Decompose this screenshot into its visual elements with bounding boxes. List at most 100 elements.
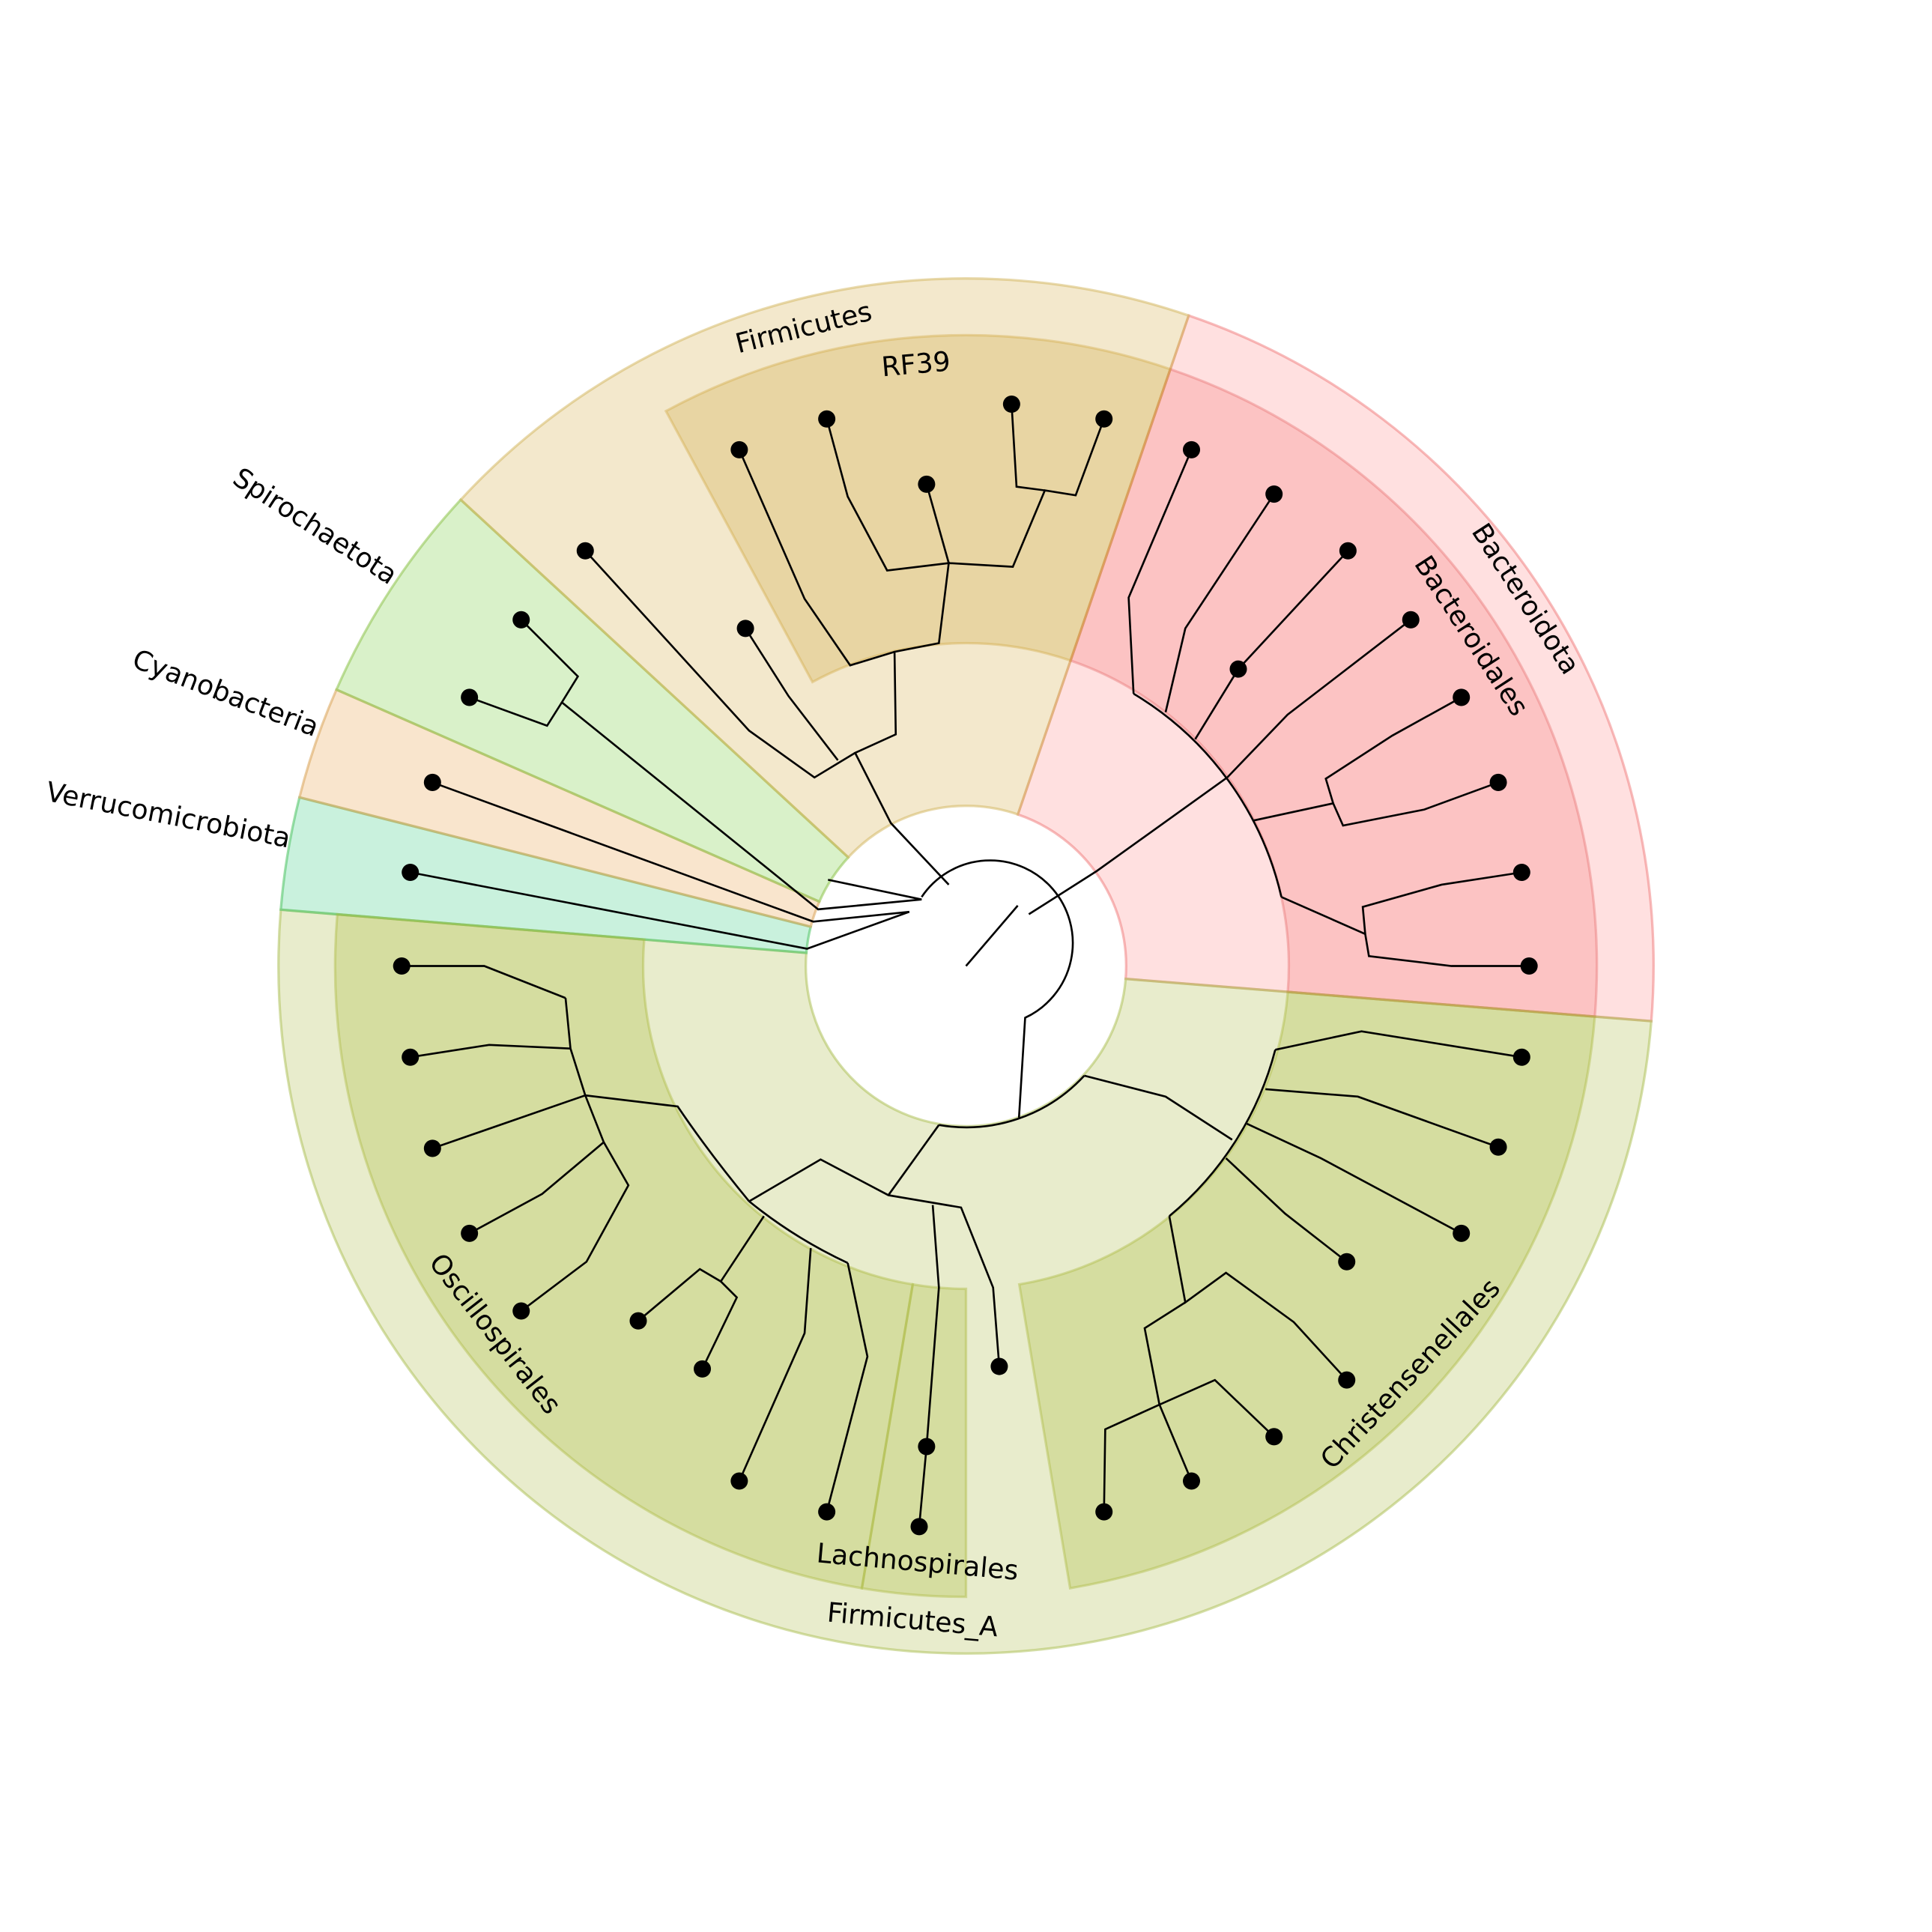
leaf-node — [1402, 611, 1420, 629]
leaf-node — [402, 863, 420, 882]
branch — [431, 781, 909, 923]
leaves — [393, 395, 1538, 1536]
branch — [410, 1044, 571, 1059]
branch — [1275, 1030, 1522, 1059]
branch — [1011, 404, 1045, 491]
leaf-node — [512, 1302, 530, 1320]
branch — [925, 1205, 940, 1447]
leaf-node — [1095, 410, 1113, 428]
leaf-node — [512, 611, 530, 629]
branch — [748, 1158, 1001, 1367]
leaf-node — [1265, 485, 1283, 503]
branch — [887, 1124, 940, 1196]
leaf-node — [1095, 1503, 1113, 1521]
leaf-node — [918, 475, 936, 493]
clade-sector — [333, 912, 915, 1590]
branch — [1103, 1403, 1160, 1512]
branch — [921, 859, 1074, 1118]
leaf-node — [1182, 1472, 1201, 1490]
leaf-node — [1338, 1371, 1356, 1389]
phylum-label: Verrucomicrobiota — [43, 775, 293, 854]
branch — [1143, 1301, 1193, 1482]
leaf-node — [1002, 395, 1020, 413]
branch — [1226, 619, 1412, 778]
branch — [701, 1215, 765, 1369]
branch — [1238, 550, 1349, 670]
branch — [402, 965, 566, 999]
leaf-node — [1512, 863, 1530, 882]
branch — [1324, 696, 1462, 804]
branch — [1164, 493, 1275, 712]
branch — [1133, 692, 1283, 897]
branch — [638, 1268, 721, 1322]
branch — [826, 418, 950, 885]
branch — [828, 879, 922, 900]
leaf-node — [461, 688, 479, 706]
clade-sectors — [279, 277, 1654, 1654]
leaf-node — [818, 410, 836, 428]
phylum-label: Cyanobacteria — [128, 643, 323, 743]
clade-sector — [1068, 367, 1599, 1018]
branch — [1159, 1378, 1275, 1438]
branch — [1361, 871, 1522, 934]
branch — [1281, 896, 1530, 967]
leaf-node — [1453, 688, 1471, 706]
branch — [748, 1200, 849, 1265]
leaf-node — [423, 1139, 441, 1157]
branch — [520, 1094, 630, 1312]
branch — [939, 1074, 1085, 1129]
leaf-node — [990, 1357, 1008, 1375]
clade-sector — [860, 1283, 968, 1599]
branch — [1168, 1216, 1348, 1381]
clade-sector — [279, 909, 1652, 1653]
branch — [965, 905, 1019, 967]
leaf-node — [1339, 542, 1357, 560]
leaf-node — [1338, 1253, 1356, 1271]
branches — [402, 404, 1530, 1527]
branch — [744, 628, 839, 761]
leaf-node — [1453, 1224, 1471, 1242]
phylum-label: Spirochaetota — [227, 461, 403, 590]
branch — [948, 418, 1105, 568]
leaf-node — [576, 542, 594, 560]
clade-sector — [1017, 990, 1596, 1590]
branch — [1127, 449, 1193, 694]
leaf-node — [1265, 1428, 1283, 1446]
leaf-node — [393, 957, 411, 975]
branch — [431, 998, 587, 1150]
branch — [738, 1248, 812, 1482]
order-label: RF39 — [880, 345, 951, 383]
branch — [1225, 1157, 1348, 1263]
leaf-node — [818, 1503, 836, 1521]
clade-sector — [334, 497, 850, 903]
branch — [410, 871, 910, 950]
leaf-node — [402, 1048, 420, 1066]
branch — [925, 484, 950, 564]
branch — [585, 1094, 751, 1202]
leaf-node — [1489, 773, 1507, 791]
leaf-node — [918, 1438, 936, 1456]
branch — [1194, 668, 1240, 740]
clade-sector — [458, 277, 1190, 859]
branch — [1265, 1088, 1499, 1148]
branch — [1084, 1074, 1233, 1141]
leaf-node — [1489, 1138, 1507, 1156]
leaf-node — [694, 1360, 712, 1378]
branch — [469, 696, 563, 727]
leaf-node — [1512, 1048, 1530, 1066]
branch — [738, 449, 895, 667]
leaf-node — [730, 440, 748, 458]
leaf-node — [910, 1518, 928, 1536]
leaf-node — [1520, 957, 1538, 975]
branch — [1253, 781, 1499, 827]
leaf-node — [1182, 440, 1201, 458]
leaf-node — [629, 1312, 647, 1330]
branch — [1246, 1122, 1462, 1235]
branch — [918, 1446, 928, 1527]
leaf-node — [1229, 660, 1247, 678]
leaf-node — [736, 620, 754, 638]
branch — [584, 550, 856, 779]
branch — [1028, 776, 1228, 915]
